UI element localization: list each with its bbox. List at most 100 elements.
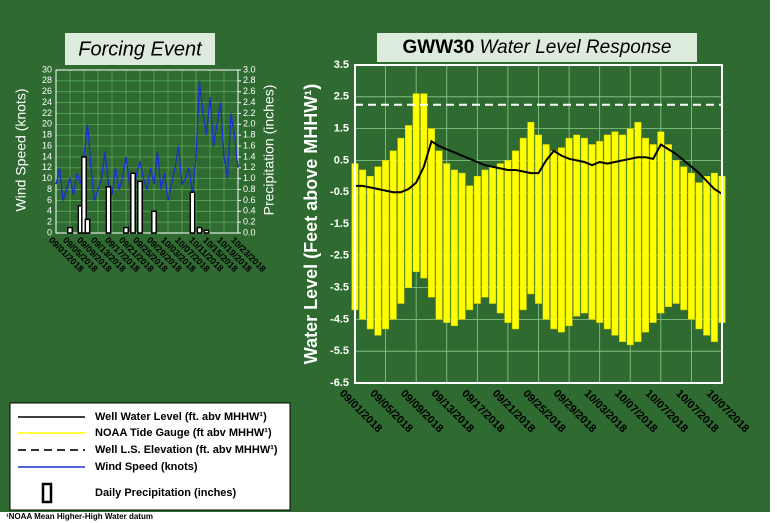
y2-tick-label: 0.8 bbox=[243, 184, 256, 194]
precip-bar bbox=[130, 172, 136, 234]
footnote: ¹NOAA Mean Higher-High Water datum bbox=[6, 512, 153, 521]
y-tick-label: 2.5 bbox=[334, 91, 349, 103]
y-tick-label: 24 bbox=[42, 97, 52, 107]
y-tick-label: -3.5 bbox=[330, 282, 349, 294]
y-tick-label: 3.5 bbox=[334, 59, 349, 71]
y-tick-label: -2.5 bbox=[330, 250, 349, 262]
y2-tick-label: 1.8 bbox=[243, 130, 256, 140]
subtitle: Water Level Response bbox=[480, 37, 672, 58]
title-box bbox=[65, 33, 215, 65]
y2-tick-label: 1.6 bbox=[243, 140, 256, 150]
y-tick-label: -0.5 bbox=[330, 186, 349, 198]
tide-range bbox=[580, 137, 588, 314]
y2-tick-label: 1.0 bbox=[243, 173, 256, 183]
tide-range bbox=[405, 125, 412, 288]
y2-tick-label: 2.6 bbox=[243, 86, 256, 96]
legend-label: Well Water Level (ft. abv MHHW¹) bbox=[95, 411, 267, 423]
tide-range bbox=[603, 134, 611, 330]
y2-tick-label: 2.0 bbox=[243, 119, 256, 129]
y-tick-label: -6.5 bbox=[330, 377, 349, 389]
legend-label: Wind Speed (knots) bbox=[95, 461, 198, 473]
tide-range bbox=[359, 169, 367, 320]
tide-range bbox=[435, 150, 443, 320]
precip-bar bbox=[84, 218, 91, 234]
y2-axis-label: Precipitation (inches) bbox=[261, 85, 277, 216]
tide-range bbox=[687, 172, 695, 320]
tide-range bbox=[672, 160, 680, 304]
y-tick-label: 28 bbox=[42, 75, 52, 85]
wind-line bbox=[55, 80, 239, 201]
tide-range bbox=[389, 150, 397, 320]
title: GWW30 bbox=[403, 37, 475, 58]
precip-bar bbox=[67, 226, 73, 234]
precip-bar bbox=[189, 191, 196, 234]
tide-range bbox=[489, 166, 497, 304]
tide-range bbox=[596, 141, 604, 323]
precip-bar bbox=[196, 226, 203, 234]
title-box bbox=[377, 33, 697, 62]
precip-bar bbox=[123, 226, 129, 234]
tide-range bbox=[542, 144, 550, 320]
chart-title: GWW30 Water Level Response bbox=[403, 37, 672, 58]
y-tick-label: 4 bbox=[47, 206, 52, 216]
tide-range bbox=[634, 121, 642, 342]
y-tick-label: 1.5 bbox=[334, 123, 349, 135]
legend-label: Well L.S. Elevation (ft. abv MHHW¹) bbox=[95, 444, 278, 456]
tide-range bbox=[374, 166, 382, 336]
tide-range bbox=[695, 182, 703, 330]
tide-range bbox=[642, 137, 649, 333]
legend: Well Water Level (ft. abv MHHW¹) NOAA Tid… bbox=[9, 402, 291, 511]
y-tick-label: 2 bbox=[47, 217, 52, 227]
y2-tick-label: 0.2 bbox=[243, 217, 256, 227]
y2-tick-label: 3.0 bbox=[243, 64, 256, 74]
y-tick-label: 18 bbox=[42, 130, 52, 140]
y2-tick-label: 0.4 bbox=[243, 206, 256, 216]
tide-range bbox=[588, 144, 596, 320]
tide-range bbox=[710, 172, 718, 342]
tide-range bbox=[450, 169, 458, 327]
tide-range bbox=[397, 137, 405, 304]
y-tick-label: 22 bbox=[42, 108, 52, 118]
y-tick-label: -5.5 bbox=[330, 345, 349, 357]
precip-bar bbox=[81, 156, 87, 234]
tide-range bbox=[550, 150, 558, 330]
legend-box bbox=[9, 402, 291, 511]
legend-label: Daily Precipitation (inches) bbox=[95, 487, 237, 499]
tide-range bbox=[504, 160, 512, 323]
y2-tick-label: 1.4 bbox=[243, 151, 256, 161]
y-tick-label: 10 bbox=[42, 173, 52, 183]
y2-tick-label: 1.2 bbox=[243, 162, 256, 172]
y2-tick-label: 0.0 bbox=[243, 227, 256, 237]
tide-range bbox=[458, 172, 466, 320]
tide-range bbox=[420, 93, 428, 279]
well-line bbox=[355, 139, 723, 195]
tide-range bbox=[565, 137, 573, 327]
y-tick-label: 8 bbox=[47, 184, 52, 194]
y-tick-label: 12 bbox=[42, 162, 52, 172]
y2-tick-label: 2.8 bbox=[243, 75, 256, 85]
tide-range bbox=[680, 166, 688, 311]
y2-tick-label: 0.6 bbox=[243, 195, 256, 205]
tide-range bbox=[657, 131, 665, 314]
tide-range bbox=[428, 128, 435, 298]
precip-bar bbox=[137, 180, 143, 234]
y-tick-label: -1.5 bbox=[330, 218, 349, 230]
tide-range bbox=[573, 134, 581, 317]
tide-range bbox=[611, 131, 619, 336]
tide-range bbox=[443, 163, 451, 323]
tide-range bbox=[703, 176, 711, 336]
tide-range bbox=[466, 185, 474, 311]
y-tick-label: 14 bbox=[42, 151, 52, 161]
chart-title: Forcing Event bbox=[78, 38, 203, 60]
tide-range bbox=[519, 137, 527, 311]
tide-range bbox=[557, 147, 565, 333]
tide-range bbox=[366, 176, 374, 330]
y-tick-label: 6 bbox=[47, 195, 52, 205]
y-tick-label: 0.5 bbox=[334, 154, 349, 166]
y-tick-label: 20 bbox=[42, 119, 52, 129]
precip-bar bbox=[151, 210, 157, 234]
tide-range bbox=[481, 169, 489, 298]
tide-range bbox=[527, 121, 535, 295]
y-tick-label: 26 bbox=[42, 86, 52, 96]
